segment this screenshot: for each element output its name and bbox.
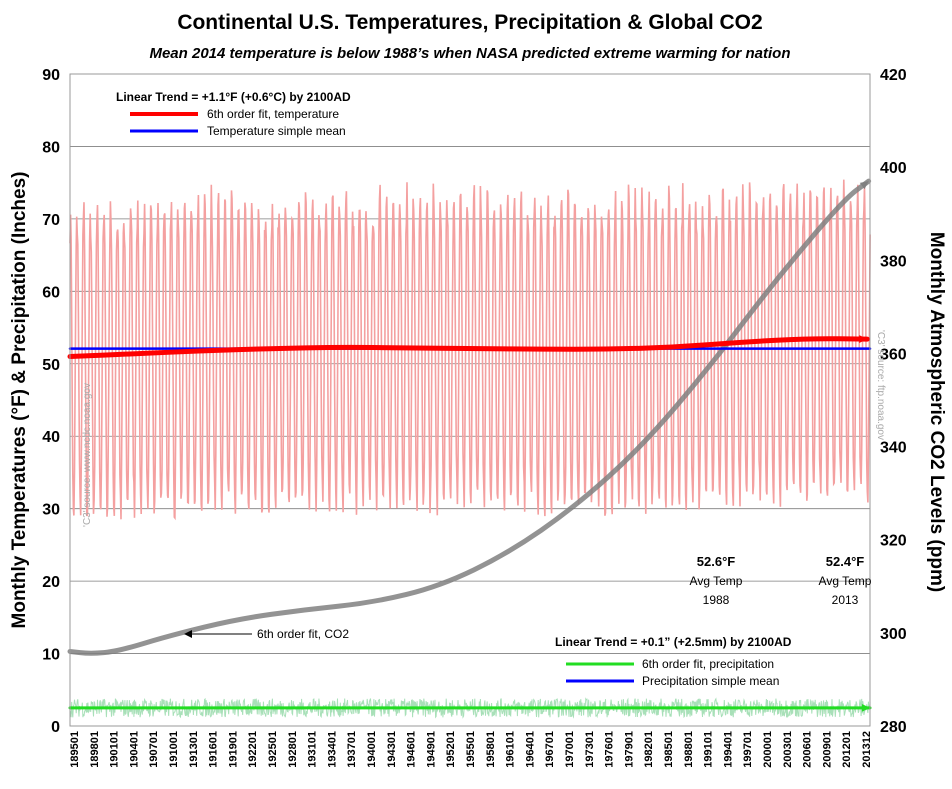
right-axis-label: Monthly Atmospheric CO2 Levels (ppm)	[926, 232, 947, 592]
left-tick-label: 70	[42, 212, 60, 229]
x-tick-label: 191601	[208, 731, 220, 768]
right-tick-label: 280	[880, 719, 907, 736]
x-tick-label: 197901	[623, 731, 635, 768]
x-tick-label: 194001	[366, 731, 378, 768]
x-tick-label: 200001	[762, 731, 774, 768]
x-tick-label: 192501	[267, 731, 279, 768]
left-tick-label: 50	[42, 357, 60, 374]
x-tick-label: 193401	[326, 731, 338, 768]
x-tick-label: 200301	[782, 731, 794, 768]
x-tick-label: 194601	[406, 731, 418, 768]
x-tick-label: 197601	[604, 731, 616, 768]
left-tick-label: 90	[42, 67, 60, 84]
annotation-2013-line2: 2013	[832, 593, 859, 607]
left-tick-label: 0	[51, 719, 60, 736]
left-tick-label: 20	[42, 574, 60, 591]
annotation-2013-line1: Avg Temp	[819, 574, 872, 588]
x-tick-label: 195501	[465, 731, 477, 768]
co2-annotation: 6th order fit, CO2	[184, 627, 349, 641]
x-tick-label: 198201	[643, 731, 655, 768]
annotation-1988-value: 52.6°F	[697, 554, 736, 569]
left-tick-label: 60	[42, 284, 60, 301]
x-tick-label: 190701	[148, 731, 160, 768]
source-right: 'C3' source: ftp.noaa.gov	[875, 330, 886, 440]
x-tick-label: 189501	[69, 731, 81, 768]
legend-top-header: Linear Trend = +1.1°F (+0.6°C) by 2100AD	[116, 90, 351, 104]
temperature-monthly-line	[69, 179, 871, 521]
right-tick-label: 320	[880, 533, 907, 550]
x-tick-label: 191301	[188, 731, 200, 768]
x-tick-label: 193101	[307, 731, 319, 768]
left-tick-label: 30	[42, 502, 60, 519]
left-tick-label: 80	[42, 139, 60, 156]
x-tick-label: 192801	[287, 731, 299, 768]
x-tick-label: 195801	[485, 731, 497, 768]
x-tick-label: 196401	[524, 731, 536, 768]
annotation-1988: 52.6°F Avg Temp 1988	[690, 554, 743, 607]
x-tick-label: 197001	[564, 731, 576, 768]
x-tick-label: 191901	[227, 731, 239, 768]
annotation-1988-line1: Avg Temp	[690, 574, 743, 588]
plot-area-frame	[69, 73, 871, 727]
chart-title: Continental U.S. Temperatures, Precipita…	[177, 11, 762, 34]
annotation-2013-value: 52.4°F	[826, 554, 865, 569]
legend-bottom-header: Linear Trend = +0.1” (+2.5mm) by 2100AD	[555, 635, 792, 649]
legend-top: Linear Trend = +1.1°F (+0.6°C) by 2100AD…	[116, 90, 351, 138]
x-tick-label: 200601	[802, 731, 814, 768]
annotation-1988-line2: 1988	[703, 593, 730, 607]
x-axis-ticks: 189501 189801 190101 190401 190701 191001 1913…	[69, 731, 873, 768]
series-arrowhead-2	[861, 703, 870, 712]
left-axis-label: Monthly Temperatures (°F) & Precipitatio…	[9, 172, 30, 629]
right-tick-label: 420	[880, 67, 907, 84]
x-tick-label: 196701	[544, 731, 556, 768]
right-axis-ticks: 280 300 320 340 360 380 400 420	[880, 67, 907, 736]
x-tick-label: 199101	[703, 731, 715, 768]
source-left: 'C3' source: www.ncdc.noaa.gov	[82, 383, 93, 527]
x-tick-label: 198801	[683, 731, 695, 768]
x-tick-label: 195201	[445, 731, 457, 768]
x-tick-label: 198501	[663, 731, 675, 768]
chart-subtitle: Mean 2014 temperature is below 1988’s wh…	[149, 45, 790, 62]
x-tick-label: 192201	[247, 731, 259, 768]
x-tick-label: 190401	[128, 731, 140, 768]
co2-annotation-arrowhead	[184, 630, 192, 638]
x-tick-label: 197301	[584, 731, 596, 768]
fit-lines	[67, 178, 872, 712]
series-arrowhead-0	[859, 335, 868, 343]
right-tick-label: 400	[880, 160, 907, 177]
legend-temp-mean-label: Temperature simple mean	[207, 124, 346, 138]
legend-temp-fit-label: 6th order fit, temperature	[207, 107, 339, 121]
x-tick-label: 194901	[425, 731, 437, 768]
right-tick-label: 340	[880, 440, 907, 457]
x-tick-label: 201201	[841, 731, 853, 768]
x-tick-label: 190101	[109, 731, 121, 768]
co2-annotation-label: 6th order fit, CO2	[257, 627, 349, 641]
right-tick-label: 300	[880, 626, 907, 643]
legend-bottom: Linear Trend = +0.1” (+2.5mm) by 2100AD …	[555, 635, 792, 688]
x-tick-label: 194301	[386, 731, 398, 768]
left-axis-ticks: 0 10 20 30 40 50 60 70 80 90	[42, 67, 60, 736]
right-tick-label: 360	[880, 346, 907, 363]
series-line-0	[67, 336, 870, 360]
series-arrowhead-4	[859, 181, 869, 190]
legend-precip-fit-label: 6th order fit, precipitation	[642, 657, 774, 671]
x-tick-label: 191001	[168, 731, 180, 768]
left-tick-label: 10	[42, 647, 60, 664]
x-tick-label: 199401	[722, 731, 734, 768]
series-line-4	[67, 178, 872, 656]
x-tick-label: 200901	[821, 731, 833, 768]
right-tick-label: 380	[880, 253, 907, 270]
annotation-2013: 52.4°F Avg Temp 2013	[819, 554, 872, 607]
x-tick-label: 193701	[346, 731, 358, 768]
legend-precip-mean-label: Precipitation simple mean	[642, 674, 779, 688]
x-tick-label: 189801	[89, 731, 101, 768]
left-tick-label: 40	[42, 429, 60, 446]
x-tick-label: 196101	[505, 731, 517, 768]
x-tick-label: 199701	[742, 731, 754, 768]
x-tick-label: 201312	[861, 731, 873, 768]
